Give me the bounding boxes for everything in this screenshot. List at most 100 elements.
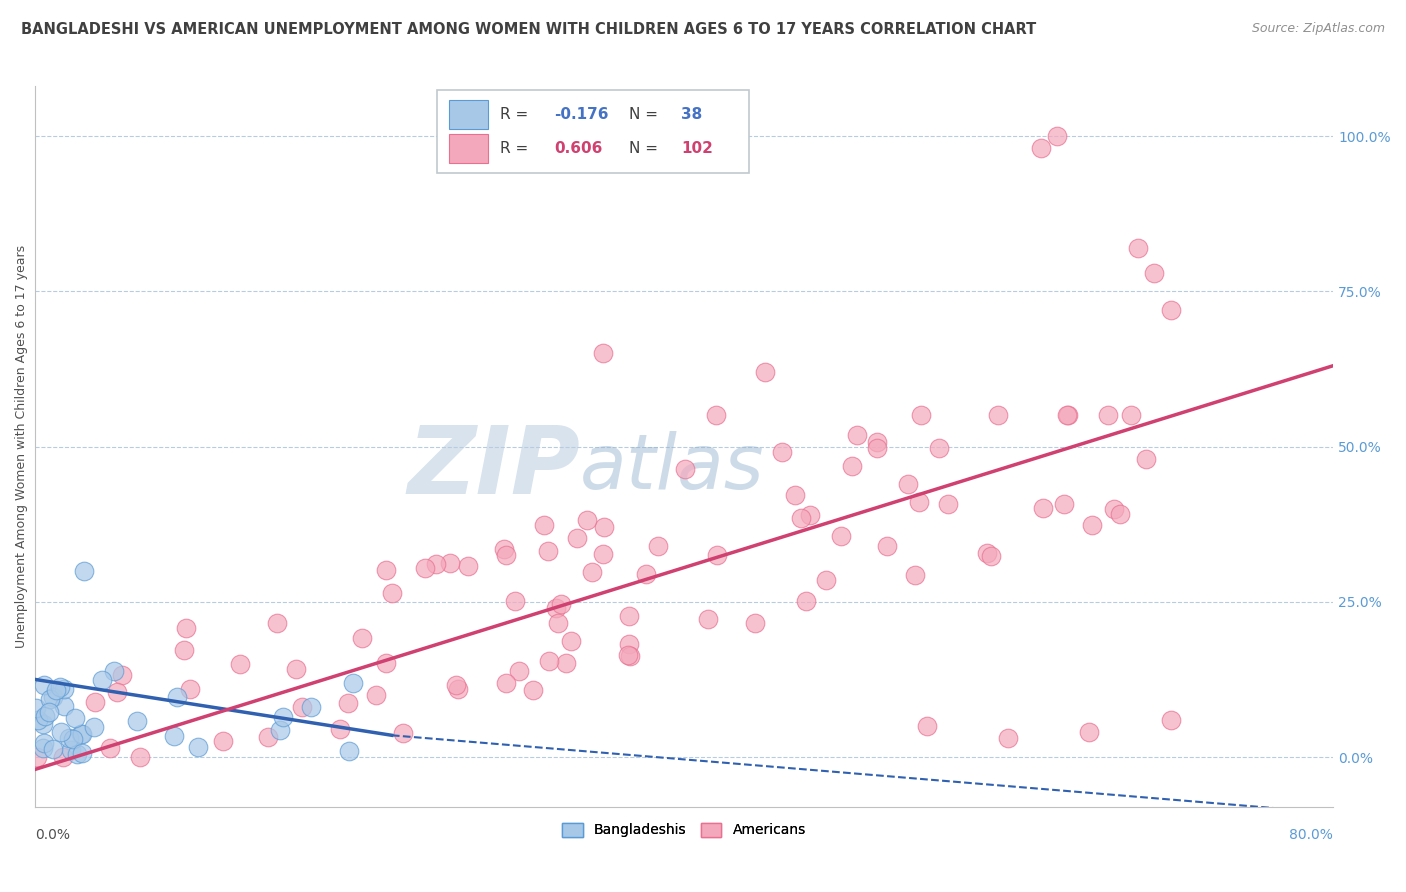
Point [83, 720, 105, 734]
Point [636, 567, 658, 582]
Point [1143, 266, 1166, 280]
Point [1081, 518, 1104, 533]
Point [110, 667, 132, 681]
Point [52, 750, 75, 764]
Point [770, 445, 793, 459]
Point [704, 409, 727, 423]
Point [1053, 497, 1076, 511]
Point [904, 568, 927, 582]
Point [593, 520, 616, 534]
Point [1046, 129, 1069, 144]
Point [537, 544, 560, 558]
Point [783, 488, 806, 502]
Point [25, 750, 48, 764]
Text: R =: R = [499, 107, 533, 122]
Legend: Bangladeshis, Americans: Bangladeshis, Americans [557, 817, 811, 843]
Point [1029, 141, 1052, 155]
Point [987, 409, 1010, 423]
Point [291, 699, 314, 714]
Point [337, 696, 360, 710]
Point [555, 656, 578, 670]
Point [269, 723, 291, 738]
Point [70, 727, 93, 741]
FancyBboxPatch shape [437, 90, 749, 173]
Point [495, 549, 517, 563]
Point [592, 346, 614, 360]
Point [84, 695, 107, 709]
Point [538, 654, 561, 668]
Text: BANGLADESHI VS AMERICAN UNEMPLOYMENT AMONG WOMEN WITH CHILDREN AGES 6 TO 17 YEAR: BANGLADESHI VS AMERICAN UNEMPLOYMENT AMO… [21, 22, 1036, 37]
Point [980, 549, 1002, 563]
Point [533, 517, 555, 532]
Point [42, 690, 65, 704]
Point [49, 724, 72, 739]
Point [866, 442, 889, 456]
Point [174, 622, 197, 636]
Point [744, 615, 766, 630]
Point [285, 662, 308, 676]
Point [865, 434, 887, 449]
Point [70, 727, 93, 741]
Point [830, 529, 852, 543]
FancyBboxPatch shape [449, 100, 488, 128]
Point [53, 682, 76, 697]
Point [1160, 713, 1182, 727]
Text: -0.176: -0.176 [554, 107, 609, 122]
Point [799, 508, 821, 522]
Point [212, 734, 235, 748]
Point [696, 612, 718, 626]
Point [565, 532, 588, 546]
Point [617, 608, 640, 623]
Point [374, 657, 396, 671]
Point [575, 513, 598, 527]
Point [560, 634, 582, 648]
Point [1160, 302, 1182, 317]
Point [380, 585, 402, 599]
Point [271, 709, 294, 723]
Point [976, 545, 998, 559]
Point [31, 740, 53, 755]
Y-axis label: Unemployment Among Women with Children Ages 6 to 17 years: Unemployment Among Women with Children A… [15, 245, 28, 648]
Point [794, 594, 817, 608]
Text: 0.606: 0.606 [554, 141, 602, 156]
Text: 80.0%: 80.0% [1289, 829, 1333, 842]
Point [1097, 409, 1119, 423]
Text: R =: R = [499, 141, 533, 156]
Point [1119, 409, 1142, 423]
Point [1056, 409, 1078, 423]
Point [425, 557, 447, 571]
Point [25, 700, 48, 714]
Point [550, 597, 572, 611]
Point [619, 648, 641, 663]
Text: 38: 38 [682, 107, 703, 122]
Point [45, 683, 67, 698]
Point [522, 683, 544, 698]
Text: ZIP: ZIP [408, 422, 581, 514]
Point [187, 739, 209, 754]
Point [366, 688, 388, 702]
Point [413, 561, 436, 575]
Point [581, 566, 603, 580]
Point [495, 676, 517, 690]
Point [58, 731, 80, 745]
Point [439, 556, 461, 570]
Point [546, 601, 568, 615]
Point [128, 750, 150, 764]
Point [38, 706, 60, 720]
Point [342, 676, 364, 690]
Point [492, 542, 515, 557]
Point [299, 700, 322, 714]
Point [508, 664, 530, 678]
Point [352, 632, 374, 646]
Point [1135, 451, 1157, 466]
Point [66, 747, 89, 762]
Point [32, 736, 55, 750]
Text: 102: 102 [682, 141, 713, 156]
Point [910, 409, 932, 423]
Point [790, 511, 813, 525]
Point [59, 743, 82, 757]
Point [444, 677, 467, 691]
Point [592, 547, 614, 561]
Point [32, 678, 55, 692]
Point [90, 673, 112, 687]
